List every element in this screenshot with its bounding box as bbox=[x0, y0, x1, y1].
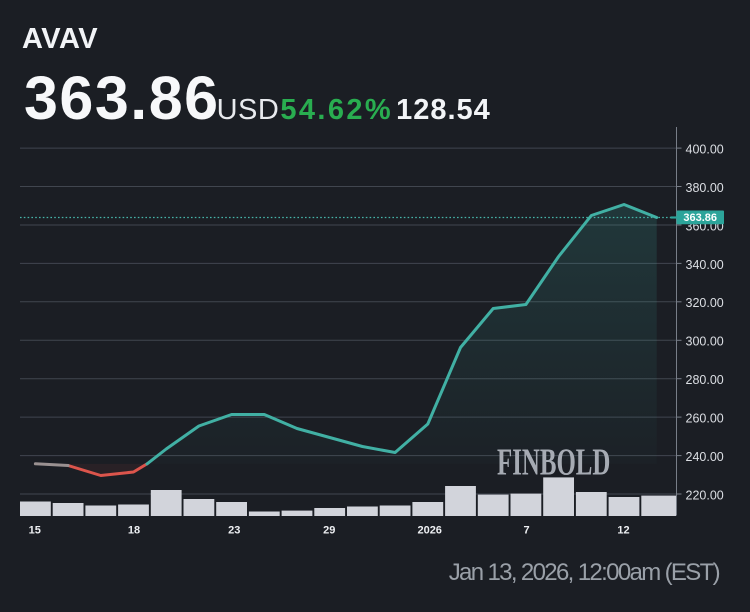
svg-text:18: 18 bbox=[128, 524, 140, 536]
svg-text:15: 15 bbox=[29, 524, 41, 536]
svg-text:23: 23 bbox=[228, 524, 240, 536]
svg-text:363.86: 363.86 bbox=[683, 212, 717, 224]
svg-text:280.00: 280.00 bbox=[686, 373, 724, 387]
svg-text:400.00: 400.00 bbox=[686, 143, 724, 157]
svg-text:240.00: 240.00 bbox=[686, 450, 724, 464]
svg-text:300.00: 300.00 bbox=[686, 335, 724, 349]
svg-text:260.00: 260.00 bbox=[686, 412, 724, 426]
svg-text:12: 12 bbox=[617, 524, 629, 536]
svg-text:7: 7 bbox=[523, 524, 529, 536]
svg-text:220.00: 220.00 bbox=[686, 488, 724, 502]
svg-text:320.00: 320.00 bbox=[686, 296, 724, 310]
svg-text:2026: 2026 bbox=[417, 524, 441, 536]
svg-text:380.00: 380.00 bbox=[686, 181, 724, 195]
svg-text:340.00: 340.00 bbox=[686, 258, 724, 272]
svg-text:29: 29 bbox=[323, 524, 335, 536]
svg-text:FINBOLD: FINBOLD bbox=[497, 440, 610, 483]
